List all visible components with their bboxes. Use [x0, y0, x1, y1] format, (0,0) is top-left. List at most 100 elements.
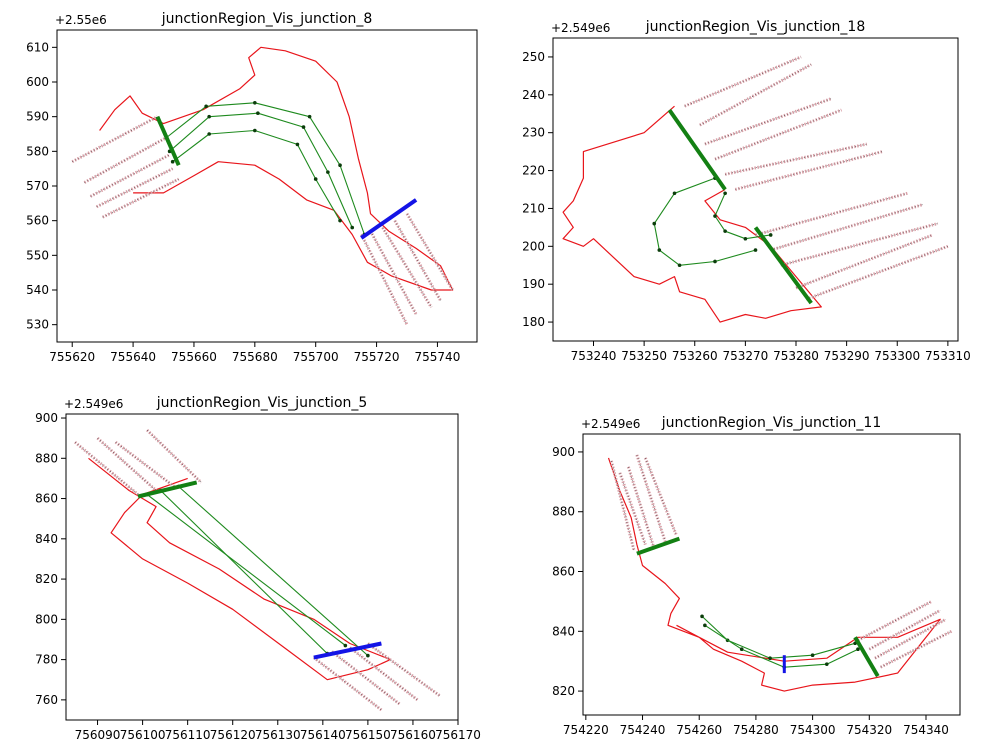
exit-line: [853, 636, 880, 678]
y-tick-label: 230: [522, 126, 545, 140]
connector-2-point-3: [307, 114, 312, 119]
connector-0: [172, 129, 341, 221]
lane-left-1-points: [84, 137, 167, 183]
lane-upper-1-points: [97, 437, 157, 491]
entry-line: [636, 536, 681, 556]
lane-lower-2-points: [349, 647, 418, 701]
connector-1: [160, 490, 328, 654]
x-tick-label: 753290: [824, 349, 870, 363]
chart-title: junctionRegion_Vis_junction_18: [645, 19, 866, 35]
x-tick-label: 753300: [874, 349, 920, 363]
lane-lower-1-points: [331, 651, 400, 705]
lane-right-2: [381, 226, 433, 309]
connector-1-point-4: [856, 647, 860, 652]
x-tick-label: 753240: [571, 349, 617, 363]
y-tick-label: 600: [26, 75, 49, 89]
lane-left-1-points: [619, 472, 646, 545]
connector-1-point-4: [326, 170, 330, 174]
axes-frame: [582, 433, 961, 716]
road-boundary: [562, 105, 822, 323]
y-tick-label: 860: [552, 565, 575, 579]
x-tick-label: 756140: [300, 728, 346, 742]
lane-upper-3: [146, 429, 203, 484]
lane-left-4: [643, 457, 678, 537]
x-tick-label: 756150: [345, 728, 391, 742]
lane-lower-4-points: [806, 246, 948, 300]
x-tick-label: 756090: [75, 728, 121, 742]
y-tick-label: 540: [26, 283, 49, 297]
y-tick-label: 800: [35, 612, 58, 626]
lane-right-3-points: [394, 220, 441, 301]
lane-upper-0-points: [684, 56, 802, 107]
x-tick-label: 754300: [790, 723, 836, 737]
lane-right-2-points: [874, 619, 946, 659]
lane-upper-2: [114, 440, 176, 488]
lane-upper-4: [724, 142, 868, 176]
road-boundary: [88, 457, 391, 681]
lane-lower-4: [805, 244, 949, 301]
axis-offset-label: +2.55e6: [55, 13, 107, 27]
lane-lower-2-points: [780, 223, 938, 266]
road-boundary: [99, 46, 454, 291]
connector-0-point-1: [672, 191, 677, 196]
x-tick-label: 754320: [846, 723, 892, 737]
x-tick-label: 756110: [165, 728, 211, 742]
connector-0-point-0: [170, 159, 175, 164]
axis-offset-label: +2.549e6: [581, 417, 640, 431]
connector-2: [178, 486, 369, 657]
connector-1-point-0: [723, 191, 727, 196]
x-tick-label: 753260: [672, 349, 718, 363]
axis-offset-label: +2.549e6: [64, 397, 123, 411]
x-tick-label: 754260: [676, 723, 722, 737]
connector-0: [701, 615, 856, 659]
y-tick-label: 900: [552, 445, 575, 459]
connector-0-point-1: [207, 132, 211, 136]
connector-1-point-1: [207, 114, 211, 119]
lane-left-2-points: [90, 154, 170, 197]
x-tick-label: 755700: [293, 350, 339, 364]
x-tick-label: 756170: [435, 728, 481, 742]
connector-2: [166, 102, 365, 235]
connector-1-point-5: [350, 225, 355, 230]
connector-1-point-2: [256, 111, 260, 115]
connector-0: [146, 494, 346, 646]
lane-left-4-points: [102, 178, 179, 218]
y-tick-label: 840: [552, 624, 575, 638]
panel-junction-11: 754220 754240 754260 754280 754300 754320 7543…: [552, 415, 961, 737]
x-tick-label: 755620: [49, 350, 95, 364]
plot-area: [607, 454, 953, 692]
y-tick-label: 570: [26, 179, 49, 193]
connector-1: [169, 112, 353, 228]
lane-lower-3-points: [367, 643, 441, 697]
connector-0-point-0: [700, 614, 704, 619]
connector-1-point-1: [713, 214, 717, 218]
x-tick-label: 756100: [120, 728, 166, 742]
lane-upper-5-points: [735, 151, 883, 190]
y-tick-label: 240: [522, 88, 545, 102]
x-tick-label: 755640: [110, 350, 156, 364]
road-boundary: [607, 457, 941, 692]
connector-0-point-3: [810, 653, 815, 658]
y-tick-label: 900: [35, 411, 58, 425]
x-tick-label: 756130: [255, 728, 301, 742]
x-tick-label: 756120: [210, 728, 256, 742]
x-tick-label: 754280: [733, 723, 779, 737]
entry-line: [667, 108, 727, 191]
plot-area: [562, 55, 949, 323]
connector-0-point-4: [313, 177, 318, 181]
x-tick-label: 755680: [232, 350, 278, 364]
panel-junction-5: 756090 756100 756110 756120 756130 756140 7561…: [35, 395, 481, 742]
lane-right-1-points: [869, 610, 941, 650]
y-tick-label: 530: [26, 318, 49, 332]
connector-0: [653, 177, 756, 266]
connector-0-point-1: [343, 643, 348, 648]
axis-offset-label: +2.549e6: [551, 21, 610, 35]
y-tick-label: 210: [522, 201, 545, 215]
x-tick-label: 753310: [925, 349, 971, 363]
connector-0-point-3: [295, 142, 300, 147]
plot-area: [71, 46, 454, 326]
y-tick-label: 880: [35, 451, 58, 465]
y-tick-label: 840: [35, 532, 58, 546]
exit-line: [313, 641, 382, 660]
